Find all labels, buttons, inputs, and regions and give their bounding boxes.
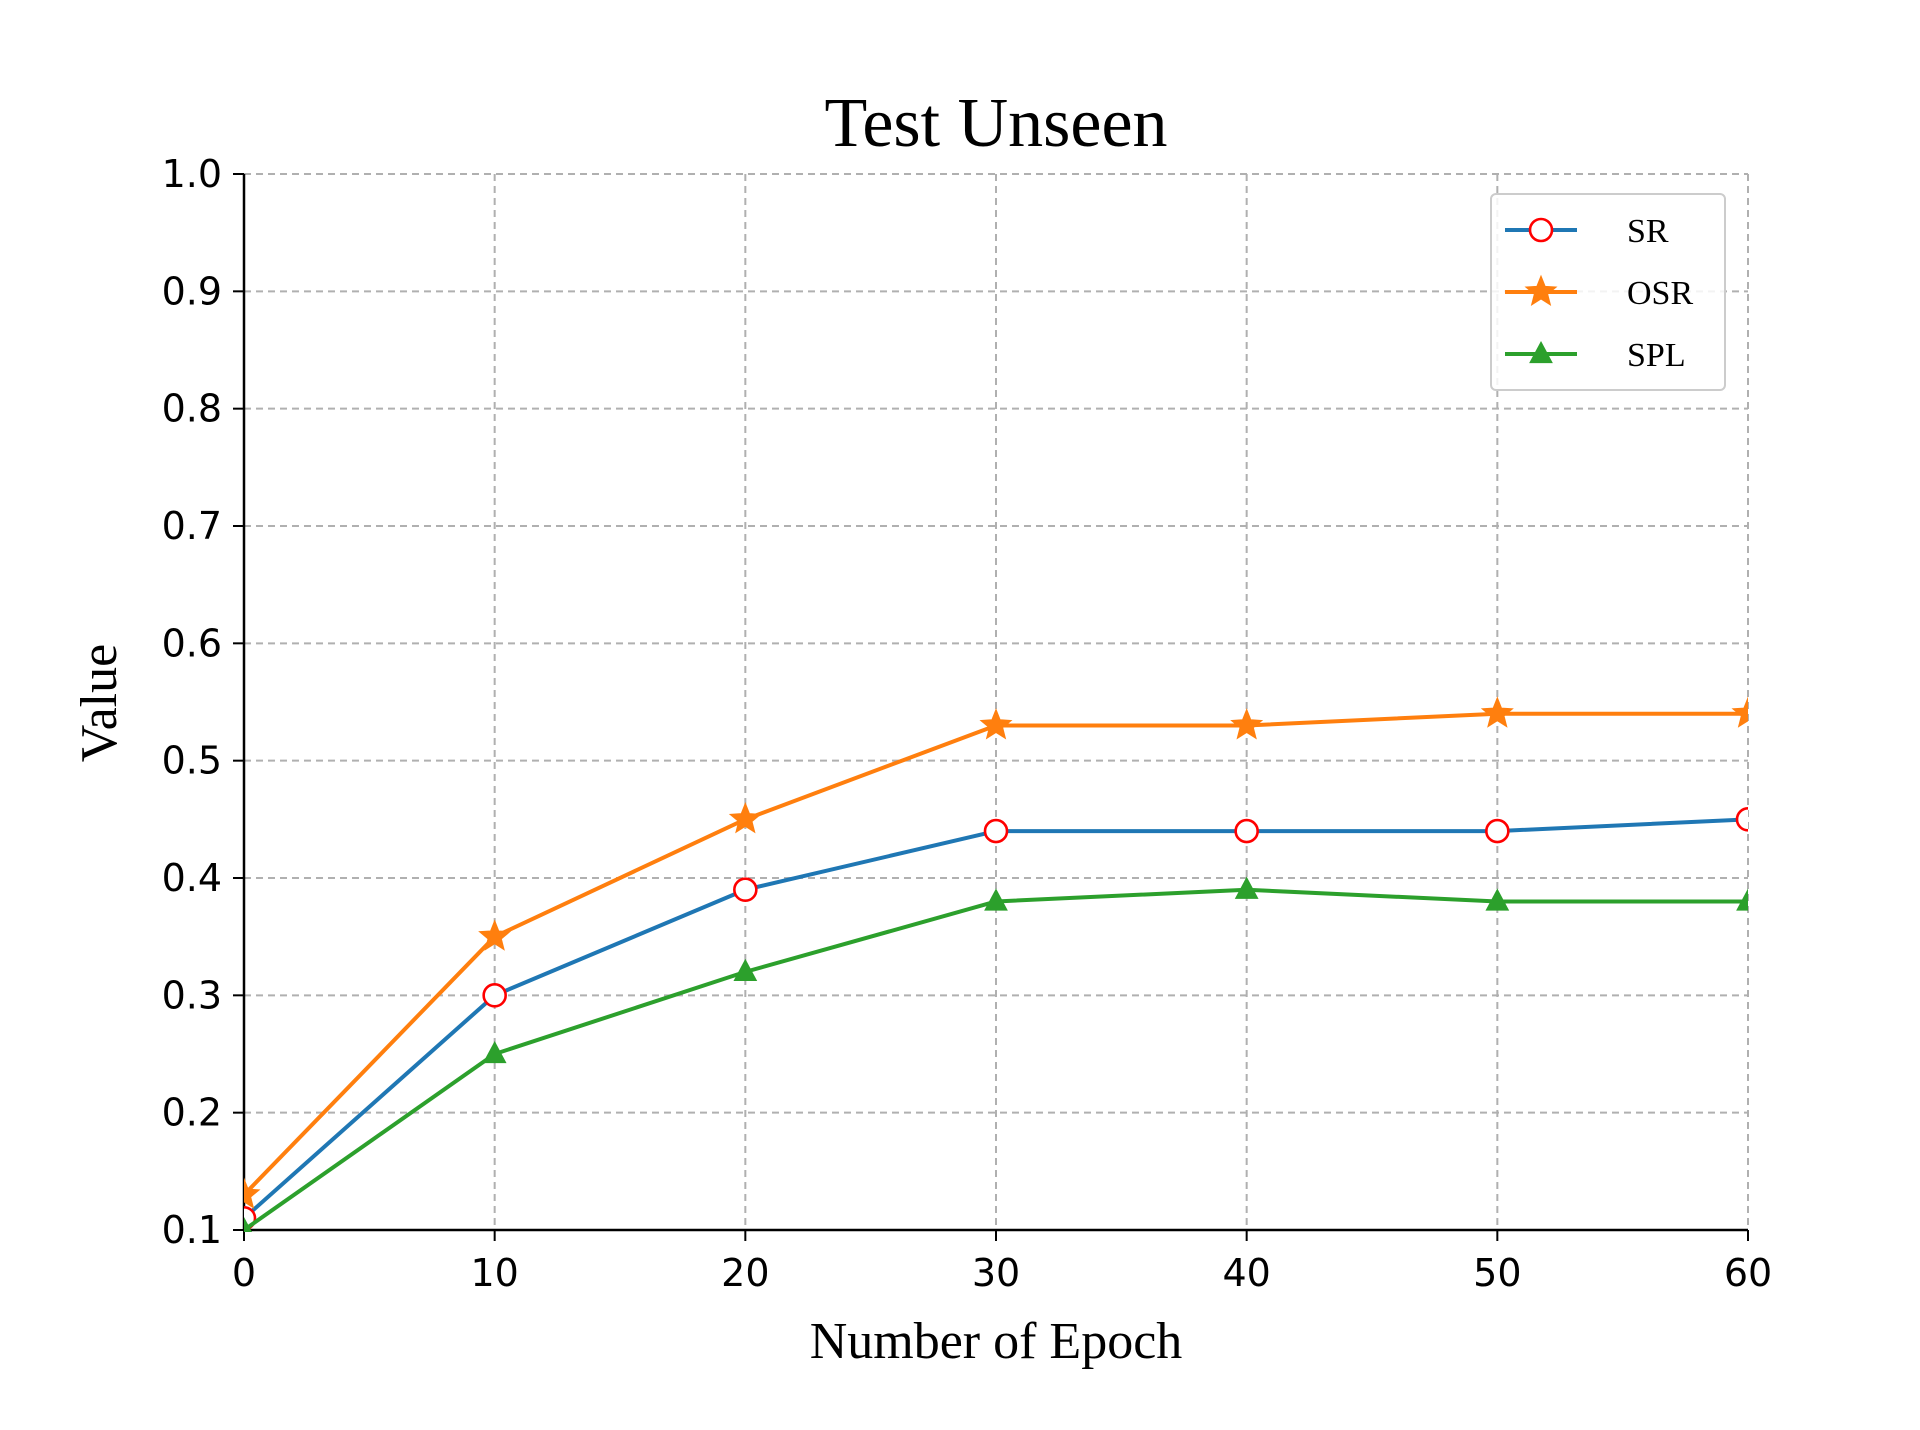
legend-item-spl: SPL — [1505, 337, 1686, 374]
data-point-osr — [1480, 696, 1514, 728]
y-axis-label: Value — [71, 644, 128, 762]
series-line-spl — [244, 887, 1748, 1232]
y-tick-label: 0.2 — [162, 1091, 222, 1135]
x-tick-label: 10 — [470, 1251, 518, 1295]
data-point-spl — [482, 1040, 507, 1064]
data-point-spl — [984, 888, 1008, 911]
data-point-osr — [979, 708, 1013, 740]
data-point-sr — [482, 983, 507, 1008]
tick-labels: 0 10 20 30 40 50 60 0.1 0.2 0.3 0.4 0.5 0.6 0.7 0.8 0.9… — [162, 152, 1773, 1295]
y-tick-label: 0.9 — [162, 269, 222, 313]
legend-label: OSR — [1627, 275, 1693, 312]
y-tick-label: 0.8 — [162, 387, 222, 431]
data-point-osr — [478, 919, 512, 951]
y-tick-label: 0.4 — [162, 856, 222, 900]
legend-marker — [1528, 217, 1554, 243]
x-tick-label: 60 — [1724, 1251, 1772, 1295]
data-point-spl — [244, 1216, 253, 1232]
data-point-sr — [1735, 807, 1748, 832]
legend-box — [1490, 193, 1726, 391]
series-sr — [244, 807, 1748, 1231]
legend-label: SR — [1627, 213, 1669, 250]
data-point-spl — [1485, 888, 1510, 911]
y-tick-label: 0.5 — [162, 739, 222, 783]
series-osr — [244, 696, 1748, 1209]
x-tick-label: 20 — [721, 1251, 769, 1295]
data-point-sr — [1234, 818, 1259, 844]
legend: SR OSR SPL — [1490, 193, 1726, 391]
x-tick-label: 0 — [232, 1251, 256, 1295]
x-tick-label: 50 — [1473, 1251, 1521, 1295]
y-tick-label: 1.0 — [162, 152, 222, 196]
data-point-osr — [728, 801, 762, 834]
data-point-osr — [244, 1177, 261, 1209]
data-point-sr — [733, 877, 758, 903]
data-point-spl — [733, 958, 758, 982]
data-point-spl — [1234, 876, 1259, 899]
legend-marker — [1524, 274, 1558, 307]
y-tick-label: 0.7 — [162, 504, 222, 548]
legend-label: SPL — [1627, 337, 1686, 374]
data-point-sr — [1485, 818, 1510, 844]
y-tick-label: 0.6 — [162, 621, 222, 665]
series-spl — [244, 876, 1748, 1232]
x-tick-label: 40 — [1222, 1251, 1270, 1295]
legend-marker — [1529, 340, 1553, 364]
data-point-sr — [983, 818, 1009, 844]
data-point-osr — [1731, 696, 1748, 728]
data-point-spl — [1736, 888, 1748, 911]
series-group — [244, 696, 1748, 1232]
legend-item-sr: SR — [1505, 213, 1669, 250]
y-tick-label: 0.1 — [162, 1208, 222, 1252]
data-point-osr — [1230, 708, 1264, 740]
legend-item-osr: OSR — [1505, 274, 1693, 312]
y-tick-label: 0.3 — [162, 973, 222, 1017]
x-tick-label: 30 — [972, 1251, 1020, 1295]
x-axis-label: Number of Epoch — [810, 1313, 1183, 1370]
chart-title: Test Unseen — [824, 85, 1167, 162]
